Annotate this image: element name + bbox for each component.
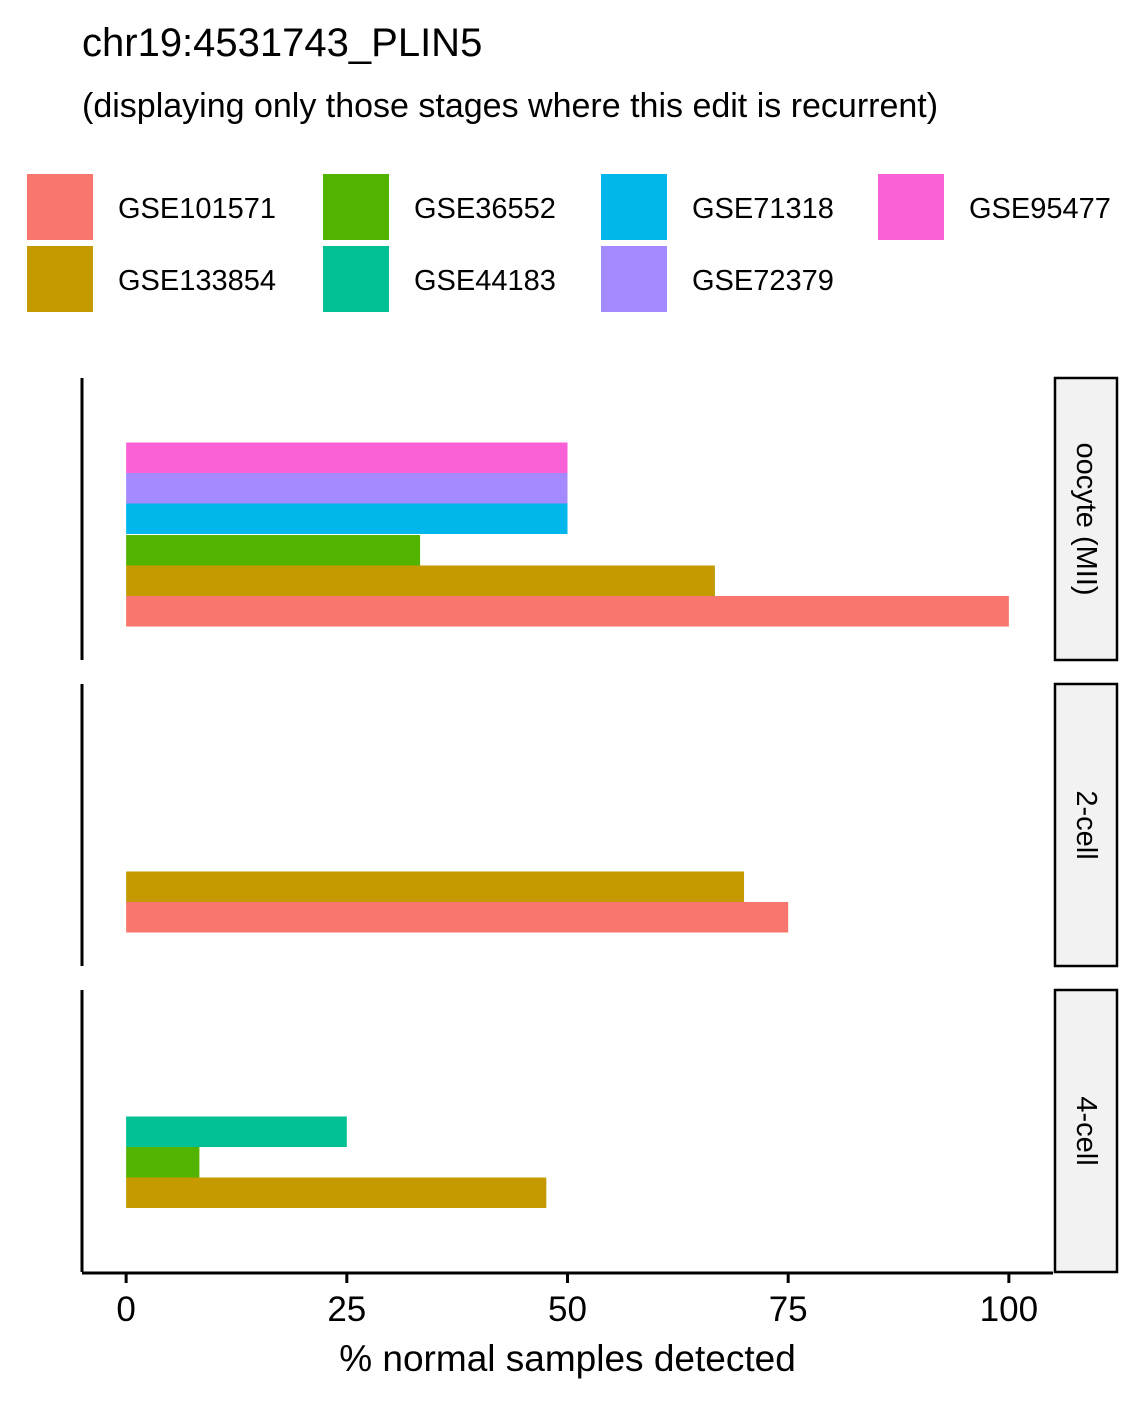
bar-oocyte-mii-gse95477 (126, 442, 568, 473)
bar-2-cell-gse101571 (126, 902, 789, 933)
bar-oocyte-mii-gse71318 (126, 503, 568, 534)
legend-key-gse133854 (27, 246, 93, 312)
legend-key-gse95477 (878, 174, 944, 240)
bar-oocyte-mii-gse36552 (126, 535, 421, 566)
legend-label-gse72379: GSE72379 (692, 265, 834, 297)
bar-oocyte-mii-gse133854 (126, 565, 715, 596)
legend-key-gse36552 (323, 174, 389, 240)
legend-key-gse72379 (601, 246, 667, 312)
bar-4-cell-gse36552 (126, 1147, 200, 1178)
legend-label-gse95477: GSE95477 (969, 193, 1111, 225)
bar-oocyte-mii-gse101571 (126, 596, 1009, 627)
chart-subtitle: (displaying only those stages where this… (82, 87, 939, 125)
legend-label-gse133854: GSE133854 (118, 265, 276, 297)
panel-strip (1053, 376, 1119, 662)
x-axis-title: % normal samples detected (339, 1338, 796, 1379)
legend-label-gse71318: GSE71318 (692, 193, 834, 225)
legend-label-gse36552: GSE36552 (414, 193, 556, 225)
bar-oocyte-mii-gse72379 (126, 473, 568, 504)
panel-strip (1053, 988, 1119, 1274)
x-tick-label: 100 (980, 1290, 1038, 1329)
bar-4-cell-gse44183 (126, 1116, 347, 1147)
panel-label: oocyte (MII) (1070, 442, 1102, 595)
legend-label-gse101571: GSE101571 (118, 193, 276, 225)
chart-title: chr19:4531743_PLIN5 (82, 21, 483, 65)
x-tick-label: 50 (548, 1290, 587, 1329)
x-tick-label: 0 (116, 1290, 135, 1329)
legend-key-gse101571 (27, 174, 93, 240)
legend-key-gse44183 (323, 246, 389, 312)
bar-2-cell-gse133854 (126, 871, 745, 902)
x-tick-label: 75 (769, 1290, 808, 1329)
legend-label-gse44183: GSE44183 (414, 265, 556, 297)
x-tick-label: 25 (327, 1290, 366, 1329)
panel-label: 2-cell (1070, 790, 1102, 859)
panel-label: 4-cell (1070, 1096, 1102, 1165)
bar-4-cell-gse133854 (126, 1177, 547, 1208)
panel-strip (1053, 682, 1119, 968)
legend-key-gse71318 (601, 174, 667, 240)
